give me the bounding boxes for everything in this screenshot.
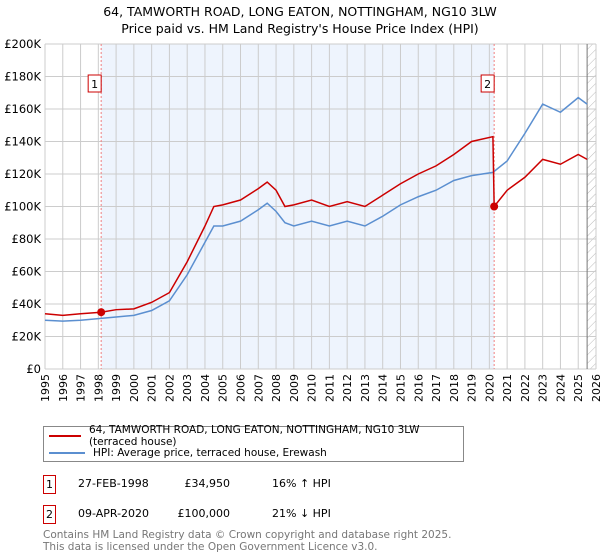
x-tick-label: 1996 <box>57 374 70 402</box>
sale-row: 2 09-APR-2020 £100,000 21% ↓ HPI <box>43 505 443 524</box>
x-tick-label: 2006 <box>235 374 248 402</box>
sale-date: 09-APR-2020 <box>78 507 150 520</box>
sale-date: 27-FEB-1998 <box>78 477 149 490</box>
sale-price: £100,000 <box>177 507 231 520</box>
legend-label: HPI: Average price, terraced house, Erew… <box>93 446 327 459</box>
x-tick-label: 2000 <box>128 374 141 402</box>
legend-item-hpi: HPI: Average price, terraced house, Erew… <box>44 444 463 461</box>
x-tick-label: 1998 <box>92 374 105 402</box>
y-tick-label: £100K <box>4 200 41 214</box>
title-line: 64, TAMWORTH ROAD, LONG EATON, NOTTINGHA… <box>103 4 497 19</box>
x-tick-label: 2025 <box>572 374 585 402</box>
y-tick-label: £140K <box>4 135 41 149</box>
sale-marker-label: 1 <box>91 78 98 91</box>
x-tick-label: 2018 <box>448 374 461 402</box>
y-tick-label: £40K <box>12 297 42 311</box>
x-tick-label: 2023 <box>537 374 550 402</box>
sale-marker-badge <box>480 74 495 93</box>
x-tick-label: 2016 <box>412 374 425 402</box>
x-tick-label: 1997 <box>75 374 88 402</box>
x-tick-label: 2012 <box>341 374 354 402</box>
x-tick-label: 2007 <box>252 374 265 402</box>
x-tick-label: 2011 <box>323 374 336 402</box>
y-tick-label: £20K <box>12 330 42 344</box>
x-tick-label: 2019 <box>466 374 479 402</box>
y-tick-label: £200K <box>4 37 41 51</box>
y-tick-label: £60K <box>12 265 42 279</box>
x-tick-label: 2005 <box>217 374 230 402</box>
chart-title: 64, TAMWORTH ROAD, LONG EATON, NOTTINGHA… <box>0 3 600 37</box>
x-tick-label: 2003 <box>181 374 194 402</box>
x-tick-label: 2009 <box>288 374 301 402</box>
x-tick-label: 2001 <box>146 374 159 402</box>
x-tick-label: 2021 <box>501 374 514 402</box>
x-tick-label: 2026 <box>590 374 600 402</box>
y-tick-label: £0 <box>26 362 41 376</box>
sale-marker-label: 2 <box>484 78 491 91</box>
subtitle-line: Price paid vs. HM Land Registry's House … <box>121 21 479 36</box>
sale-badge: 1 <box>43 475 56 494</box>
x-tick-label: 2014 <box>377 374 390 402</box>
x-tick-label: 1999 <box>110 374 123 402</box>
sale-point <box>97 308 106 317</box>
y-tick-label: £180K <box>4 70 41 84</box>
x-tick-label: 2004 <box>199 374 212 402</box>
footer-licence: This data is licensed under the Open Gov… <box>43 541 378 553</box>
chart-legend: 64, TAMWORTH ROAD, LONG EATON, NOTTINGHA… <box>43 424 464 462</box>
sale-row: 1 27-FEB-1998 £34,950 16% ↑ HPI <box>43 475 443 494</box>
y-tick-label: £80K <box>12 232 42 246</box>
x-tick-label: 2013 <box>359 374 372 402</box>
legend-label: 64, TAMWORTH ROAD, LONG EATON, NOTTINGHA… <box>88 423 420 448</box>
blue-line-swatch <box>49 451 85 454</box>
x-tick-label: 2017 <box>430 374 443 402</box>
x-tick-label: 2022 <box>519 374 532 402</box>
sale-marker-badge <box>87 74 102 93</box>
sale-hpi-diff: 16% ↑ HPI <box>272 477 331 490</box>
x-tick-label: 1995 <box>39 374 52 402</box>
x-tick-label: 2002 <box>163 374 176 402</box>
price-chart: 1995 1996 1997 1998 1999 2000 2001 2002 2003 2004… <box>4 37 600 402</box>
sale-badge: 2 <box>43 505 56 524</box>
x-tick-label: 2020 <box>483 374 496 402</box>
footer: Contains HM Land Registry data © Crown c… <box>43 529 451 553</box>
x-tick-label: 2008 <box>270 374 283 402</box>
y-tick-label: £120K <box>4 167 41 181</box>
x-tick-label: 2010 <box>306 374 319 402</box>
legend-item-property: 64, TAMWORTH ROAD, LONG EATON, NOTTINGHA… <box>44 424 463 448</box>
sale-hpi-diff: 21% ↓ HPI <box>272 507 331 520</box>
x-tick-label: 2015 <box>394 374 407 402</box>
red-line-swatch <box>49 434 81 437</box>
y-tick-label: £160K <box>4 102 41 116</box>
series-line <box>44 96 588 322</box>
sale-price: £34,950 <box>184 477 231 490</box>
sale-point <box>490 202 499 211</box>
x-tick-label: 2024 <box>554 374 567 402</box>
footer-copyright: Contains HM Land Registry data © Crown c… <box>43 529 452 541</box>
